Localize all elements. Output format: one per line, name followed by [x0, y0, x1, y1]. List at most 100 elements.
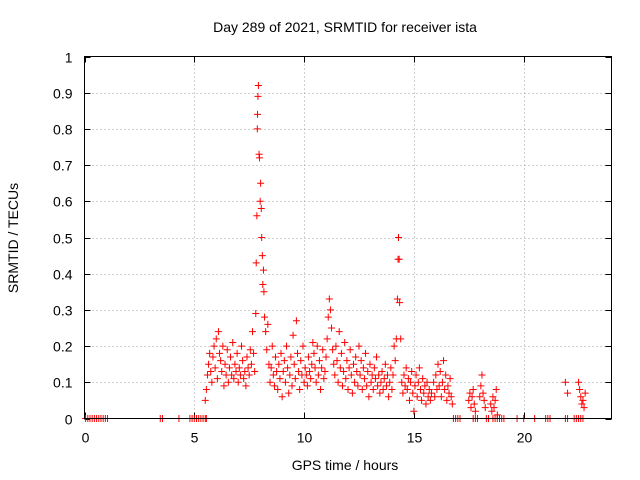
data-point	[280, 357, 288, 365]
data-point	[247, 360, 255, 368]
data-point	[413, 393, 421, 401]
data-point	[256, 197, 264, 205]
data-point	[259, 281, 267, 289]
y-axis-label: SRMTID / TECUs	[5, 183, 21, 293]
data-point	[402, 364, 410, 372]
data-point	[232, 367, 240, 375]
data-point	[209, 353, 217, 361]
data-point	[477, 382, 485, 390]
data-point	[254, 110, 262, 118]
data-point	[348, 389, 356, 397]
x-tick-label: 0	[82, 430, 90, 446]
data-point	[412, 371, 420, 379]
data-point	[489, 393, 497, 401]
data-point	[279, 367, 287, 375]
data-point	[365, 393, 373, 401]
data-point	[395, 255, 403, 263]
y-tick-label: 1	[65, 50, 73, 66]
data-point	[322, 353, 330, 361]
data-point	[270, 382, 278, 390]
data-point	[368, 371, 376, 379]
data-point	[313, 342, 321, 350]
data-point	[268, 342, 276, 350]
data-point	[575, 378, 583, 386]
data-point	[210, 342, 218, 350]
chart-title: Day 289 of 2021, SRMTID for receiver ist…	[213, 19, 477, 35]
data-point	[488, 407, 496, 415]
data-point	[407, 378, 415, 386]
data-point	[479, 389, 487, 397]
data-point	[342, 375, 350, 383]
data-point	[421, 382, 429, 390]
data-point	[581, 389, 589, 397]
data-point	[431, 393, 439, 401]
data-point	[246, 346, 254, 354]
data-point	[257, 205, 265, 213]
data-point	[273, 367, 281, 375]
data-point	[260, 288, 268, 296]
data-point	[481, 404, 489, 412]
data-point	[401, 382, 409, 390]
data-point	[304, 353, 312, 361]
data-point	[349, 360, 357, 368]
data-point	[315, 357, 323, 365]
data-point	[223, 346, 231, 354]
data-point	[393, 295, 401, 303]
data-point	[492, 386, 500, 394]
data-point	[277, 349, 285, 357]
data-point	[291, 375, 299, 383]
data-point	[254, 92, 262, 100]
data-point	[371, 375, 379, 383]
data-point	[381, 360, 389, 368]
data-point	[244, 364, 252, 372]
data-point	[242, 382, 250, 390]
data-point	[442, 371, 450, 379]
data-point	[398, 378, 406, 386]
data-point	[404, 375, 412, 383]
data-point	[206, 349, 214, 357]
data-point	[388, 386, 396, 394]
data-point	[259, 266, 267, 274]
data-point	[387, 364, 395, 372]
data-point	[380, 375, 388, 383]
data-point	[323, 335, 331, 343]
y-tick-label: 0.4	[53, 267, 73, 283]
grid-lines	[84, 56, 612, 419]
data-point	[564, 389, 572, 397]
data-point	[264, 320, 272, 328]
data-point	[207, 367, 215, 375]
data-point	[299, 342, 307, 350]
data-point	[434, 360, 442, 368]
data-point	[241, 367, 249, 375]
data-point	[426, 396, 434, 404]
data-point	[221, 360, 229, 368]
data-point	[257, 179, 265, 187]
data-point	[286, 371, 294, 379]
data-point	[405, 396, 413, 404]
data-point	[307, 375, 315, 383]
data-point	[362, 349, 370, 357]
data-point	[318, 364, 326, 372]
data-point	[438, 378, 446, 386]
data-point	[254, 81, 262, 89]
data-point	[302, 371, 310, 379]
data-point	[491, 396, 499, 404]
data-point	[335, 328, 343, 336]
data-point	[400, 371, 408, 379]
data-point	[410, 407, 418, 415]
data-point	[262, 328, 270, 336]
data-point	[261, 313, 269, 321]
data-point	[229, 338, 237, 346]
data-point	[340, 367, 348, 375]
data-point	[353, 367, 361, 375]
data-point	[356, 371, 364, 379]
data-point	[337, 349, 345, 357]
data-point	[300, 378, 308, 386]
data-point	[285, 389, 293, 397]
data-point	[230, 375, 238, 383]
data-point	[424, 393, 432, 401]
y-tick-label: 0.9	[53, 86, 73, 102]
data-point	[420, 389, 428, 397]
data-point	[308, 360, 316, 368]
data-point	[225, 364, 233, 372]
